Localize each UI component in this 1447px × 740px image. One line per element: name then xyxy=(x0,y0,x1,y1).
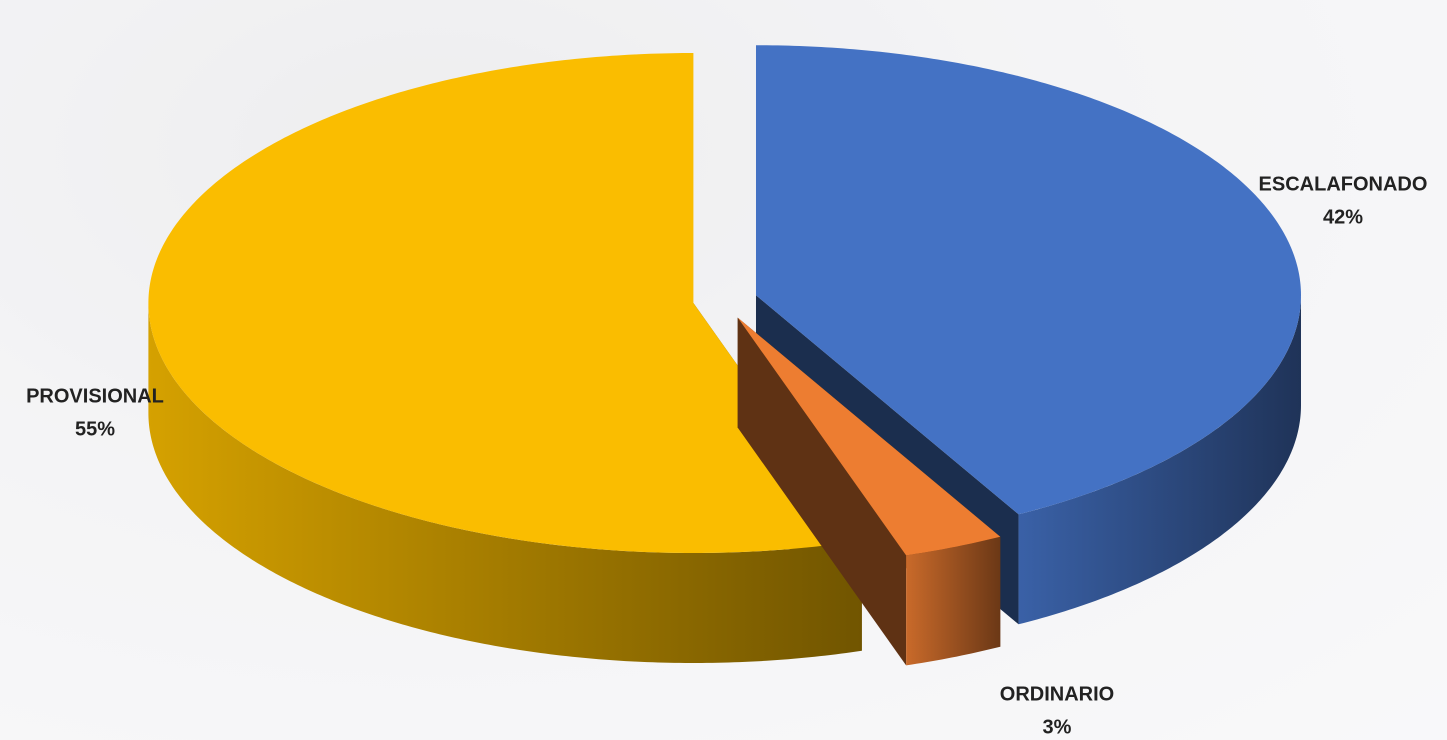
slice-side xyxy=(906,536,1001,666)
slice-side xyxy=(148,303,862,664)
slice-side xyxy=(1018,295,1301,625)
slice-top xyxy=(755,45,1301,515)
value-label: 55% xyxy=(75,418,115,440)
slice-top xyxy=(148,53,862,554)
category-label: PROVISIONAL xyxy=(26,385,164,407)
value-label: 42% xyxy=(1323,206,1363,228)
slice-wall xyxy=(737,317,907,666)
category-label: ESCALAFONADO xyxy=(1259,173,1428,195)
category-label: ORDINARIO xyxy=(1000,683,1114,705)
slice xyxy=(737,317,1001,666)
value-label: 3% xyxy=(1043,716,1072,738)
slice-top xyxy=(737,317,1001,556)
